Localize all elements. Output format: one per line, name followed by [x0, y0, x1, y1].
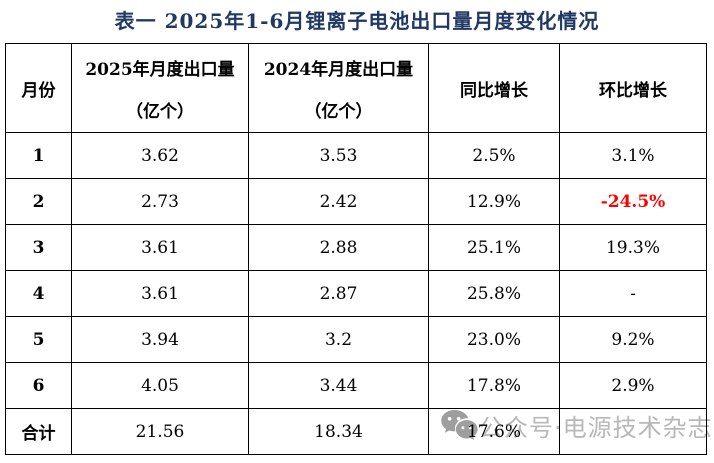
col-header-2024-export: 2024年月度出口量 （亿个） [248, 43, 429, 133]
table-row-month-2: 2 2.73 2.42 12.9% -24.5% [5, 178, 707, 225]
page-title: 表一 2025年1-6月锂离子电池出口量月度变化情况 [114, 9, 600, 33]
mom-cell: 19.3% [559, 224, 707, 271]
mom-cell: 9.2% [559, 316, 707, 363]
col-header-2025-line2: （亿个） [126, 101, 194, 122]
export-2024-total-cell: 18.34 [248, 408, 429, 455]
month-cell: 3 [5, 224, 72, 271]
total-label-cell: 合计 [5, 408, 72, 455]
export-2025-cell: 3.61 [71, 224, 249, 271]
yoy-cell: 17.8% [428, 362, 560, 409]
table-row-total: 合计 21.56 18.34 17.6% [5, 408, 707, 455]
yoy-cell: 23.0% [428, 316, 560, 363]
month-cell: 5 [5, 316, 72, 363]
month-cell: 4 [5, 270, 72, 317]
mom-cell: - [559, 270, 707, 317]
export-2025-cell: 3.61 [71, 270, 249, 317]
col-header-mom-growth: 环比增长 [559, 43, 707, 133]
export-2024-cell: 3.53 [248, 132, 429, 179]
export-2024-cell: 2.87 [248, 270, 429, 317]
col-header-2024-line2: （亿个） [304, 101, 373, 122]
yoy-cell: 25.8% [428, 270, 560, 317]
month-cell: 6 [5, 362, 72, 409]
mom-cell: 3.1% [559, 132, 707, 179]
yoy-cell: 12.9% [428, 178, 560, 225]
table-row-month-5: 5 3.94 3.2 23.0% 9.2% [5, 316, 707, 363]
yoy-cell: 2.5% [428, 132, 560, 179]
col-header-2025-export: 2025年月度出口量 （亿个） [71, 43, 249, 133]
export-2024-cell: 2.88 [248, 224, 429, 271]
mom-cell-negative: -24.5% [559, 178, 707, 225]
yoy-total-cell: 17.6% [428, 408, 560, 455]
col-header-yoy-growth: 同比增长 [428, 43, 560, 133]
col-header-month: 月份 [5, 43, 72, 133]
export-2025-cell: 2.73 [71, 178, 249, 225]
export-2025-cell: 3.62 [71, 132, 249, 179]
export-2024-cell: 3.2 [248, 316, 429, 363]
export-2024-cell: 2.42 [248, 178, 429, 225]
table-row-month-1: 1 3.62 3.53 2.5% 3.1% [5, 132, 707, 179]
mom-cell: 2.9% [559, 362, 707, 409]
export-2025-total-cell: 21.56 [71, 408, 249, 455]
export-2025-cell: 4.05 [71, 362, 249, 409]
table-row-month-4: 4 3.61 2.87 25.8% - [5, 270, 707, 317]
col-header-2025-line1: 2025年月度出口量 [85, 59, 235, 80]
month-cell: 2 [5, 178, 72, 225]
export-2024-cell: 3.44 [248, 362, 429, 409]
table-row-month-6: 6 4.05 3.44 17.8% 2.9% [5, 362, 707, 409]
table-row-month-3: 3 3.61 2.88 25.1% 19.3% [5, 224, 707, 271]
mom-total-cell [559, 408, 707, 455]
col-header-2024-line1: 2024年月度出口量 [263, 59, 414, 80]
table-header-row: 月份 2025年月度出口量 （亿个） 2024年月度出口量 （亿个） 同比增长 … [5, 43, 707, 133]
export-data-table: 月份 2025年月度出口量 （亿个） 2024年月度出口量 （亿个） 同比增长 … [5, 43, 707, 455]
export-2025-cell: 3.94 [71, 316, 249, 363]
month-cell: 1 [5, 132, 72, 179]
yoy-cell: 25.1% [428, 224, 560, 271]
